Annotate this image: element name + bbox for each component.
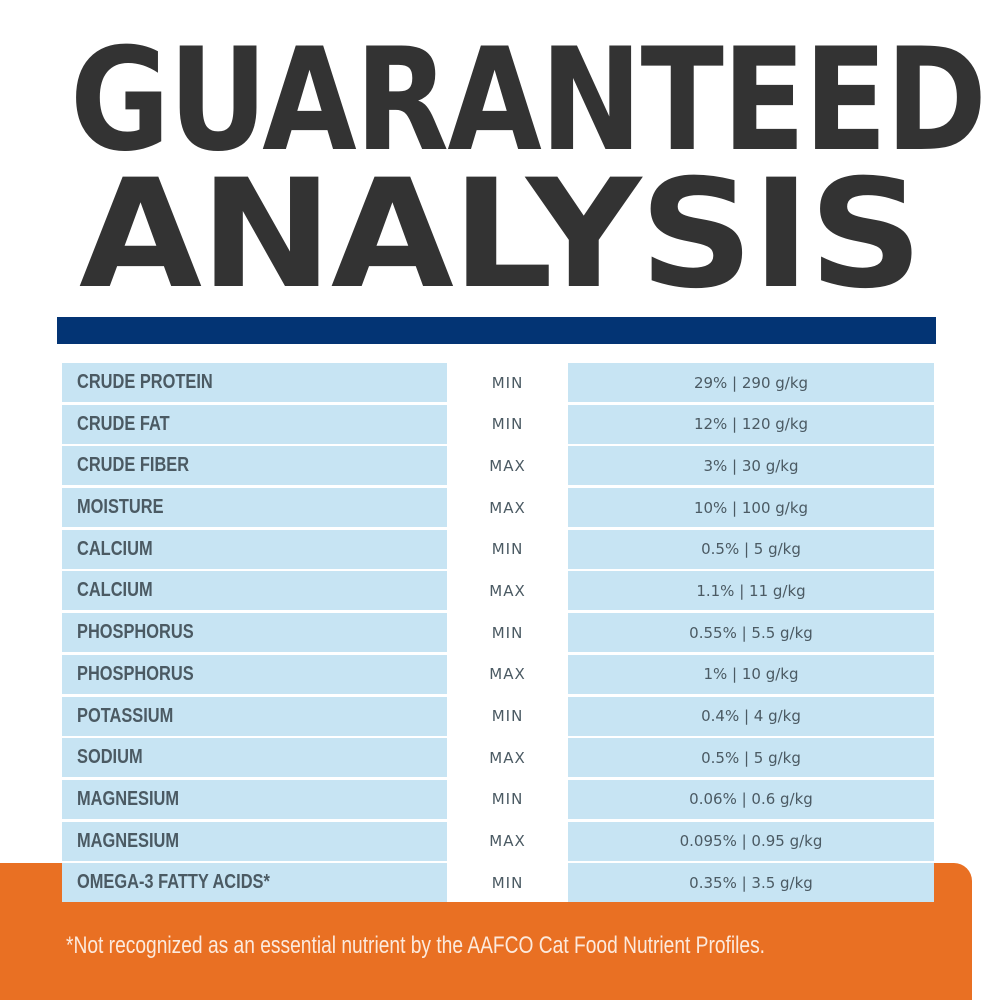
nutrient-label: SODIUM bbox=[77, 746, 143, 769]
nutrient-label: CALCIUM bbox=[77, 537, 153, 560]
nutrient-name: CRUDE FIBER bbox=[62, 446, 447, 486]
nutrient-label: CRUDE FAT bbox=[77, 412, 170, 435]
nutrient-value: 0.5% | 5 g/kg bbox=[568, 529, 934, 569]
table-row: MAGNESIUM MIN 0.06% | 0.6 g/kg bbox=[62, 779, 934, 821]
min-max-label: MAX bbox=[447, 446, 568, 486]
nutrient-name: PHOSPHORUS bbox=[62, 613, 447, 653]
table-row: OMEGA-3 FATTY ACIDS* MIN 0.35% | 3.5 g/k… bbox=[62, 862, 934, 904]
nutrient-label: CALCIUM bbox=[77, 579, 153, 602]
nutrient-name: CALCIUM bbox=[62, 529, 447, 569]
nutrient-label: CRUDE PROTEIN bbox=[77, 371, 213, 393]
nutrient-label: POTASSIUM bbox=[77, 704, 174, 727]
min-max-label: MIN bbox=[447, 404, 568, 444]
nutrient-value: 1% | 10 g/kg bbox=[568, 654, 934, 694]
min-max-label: MIN bbox=[447, 613, 568, 653]
min-max-label: MIN bbox=[447, 696, 568, 736]
min-max-label: MIN bbox=[447, 779, 568, 819]
table-row: MAGNESIUM MAX 0.095% | 0.95 g/kg bbox=[62, 821, 934, 863]
table-row: CALCIUM MIN 0.5% | 5 g/kg bbox=[62, 529, 934, 571]
min-max-label: MIN bbox=[447, 529, 568, 569]
nutrient-name: PHOSPHORUS bbox=[62, 654, 447, 694]
divider-bar bbox=[57, 317, 936, 344]
table-row: PHOSPHORUS MIN 0.55% | 5.5 g/kg bbox=[62, 612, 934, 654]
nutrient-name: MAGNESIUM bbox=[62, 821, 447, 861]
min-max-label: MAX bbox=[447, 654, 568, 694]
nutrient-value: 0.06% | 0.6 g/kg bbox=[568, 779, 934, 819]
min-max-label: MAX bbox=[447, 488, 568, 528]
table-row: CALCIUM MAX 1.1% | 11 g/kg bbox=[62, 570, 934, 612]
table-row: CRUDE PROTEIN MIN 29% | 290 g/kg bbox=[62, 362, 934, 404]
nutrient-label: PHOSPHORUS bbox=[77, 662, 194, 685]
nutrient-label: MAGNESIUM bbox=[77, 829, 180, 852]
nutrient-label: PHOSPHORUS bbox=[77, 621, 194, 644]
table-row: SODIUM MAX 0.5% | 5 g/kg bbox=[62, 737, 934, 779]
nutrient-value: 3% | 30 g/kg bbox=[568, 446, 934, 486]
title-line-2: ANALYSIS bbox=[78, 148, 923, 322]
nutrient-value: 1.1% | 11 g/kg bbox=[568, 571, 934, 611]
min-max-label: MIN bbox=[447, 363, 568, 402]
nutrient-name: CRUDE FAT bbox=[62, 404, 447, 444]
table-row: POTASSIUM MIN 0.4% | 4 g/kg bbox=[62, 696, 934, 738]
table-row: MOISTURE MAX 10% | 100 g/kg bbox=[62, 487, 934, 529]
min-max-label: MIN bbox=[447, 863, 568, 903]
nutrient-value: 0.5% | 5 g/kg bbox=[568, 738, 934, 778]
min-max-label: MAX bbox=[447, 571, 568, 611]
nutrient-name: SODIUM bbox=[62, 738, 447, 778]
table-row: PHOSPHORUS MAX 1% | 10 g/kg bbox=[62, 654, 934, 696]
min-max-label: MAX bbox=[447, 738, 568, 778]
min-max-label: MAX bbox=[447, 821, 568, 861]
footnote: *Not recognized as an essential nutrient… bbox=[66, 932, 766, 959]
nutrient-value: 10% | 100 g/kg bbox=[568, 488, 934, 528]
nutrient-value: 29% | 290 g/kg bbox=[568, 363, 934, 402]
title-line-1: GUARANTEED bbox=[70, 18, 987, 183]
nutrient-name: CALCIUM bbox=[62, 571, 447, 611]
nutrient-value: 12% | 120 g/kg bbox=[568, 404, 934, 444]
nutrient-value: 0.35% | 3.5 g/kg bbox=[568, 863, 934, 903]
nutrient-value: 0.4% | 4 g/kg bbox=[568, 696, 934, 736]
analysis-table: CRUDE PROTEIN MIN 29% | 290 g/kg CRUDE FA… bbox=[62, 362, 934, 904]
nutrient-label: MAGNESIUM bbox=[77, 787, 180, 810]
table-row: CRUDE FAT MIN 12% | 120 g/kg bbox=[62, 404, 934, 446]
nutrient-name: MOISTURE bbox=[62, 488, 447, 528]
nutrient-name: CRUDE PROTEIN bbox=[62, 363, 447, 402]
nutrient-name: OMEGA-3 FATTY ACIDS* bbox=[62, 863, 447, 903]
nutrient-value: 0.55% | 5.5 g/kg bbox=[568, 613, 934, 653]
nutrient-value: 0.095% | 0.95 g/kg bbox=[568, 821, 934, 861]
table-row: CRUDE FIBER MAX 3% | 30 g/kg bbox=[62, 445, 934, 487]
nutrient-name: MAGNESIUM bbox=[62, 779, 447, 819]
nutrient-label: OMEGA-3 FATTY ACIDS* bbox=[77, 871, 270, 894]
nutrient-name: POTASSIUM bbox=[62, 696, 447, 736]
nutrient-label: CRUDE FIBER bbox=[77, 454, 190, 477]
nutrient-label: MOISTURE bbox=[77, 496, 164, 519]
